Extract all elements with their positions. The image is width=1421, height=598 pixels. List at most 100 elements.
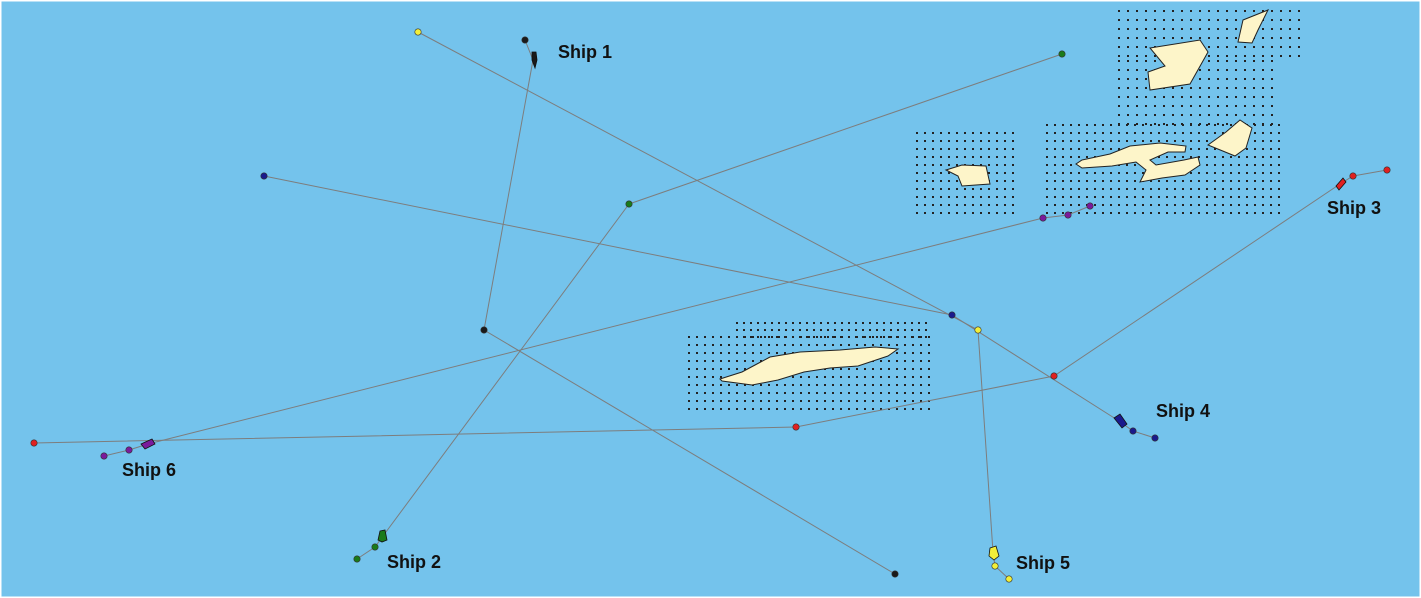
shoal-dot <box>1262 78 1264 80</box>
ship3-route-line[interactable] <box>33 169 1388 444</box>
ship5-waypoint[interactable] <box>974 326 982 334</box>
shoal-dot <box>1150 132 1152 134</box>
ship1-waypoint[interactable] <box>521 36 529 44</box>
ship-3[interactable]: Ship 3 <box>1327 177 1381 218</box>
ship3-waypoint[interactable] <box>30 439 38 447</box>
ship3-waypoint[interactable] <box>1050 372 1058 380</box>
ship-5[interactable]: Ship 5 <box>988 545 1070 573</box>
shoal-dot <box>980 148 982 150</box>
ship4-waypoint[interactable] <box>1151 434 1159 442</box>
shoal-dot <box>1270 132 1272 134</box>
shoal-dot <box>736 392 738 394</box>
ship-5-label: Ship 5 <box>1016 553 1070 573</box>
ship5-waypoint[interactable] <box>1005 575 1013 583</box>
shoal-dot <box>704 360 706 362</box>
shoal-dot <box>1206 204 1208 206</box>
shoal-dot <box>932 132 934 134</box>
shoal-dot <box>1145 19 1147 21</box>
shoal-dot <box>1246 156 1248 158</box>
shoal-dot <box>1127 114 1129 116</box>
shoal-dot <box>855 336 857 338</box>
shoal-dot <box>1262 148 1264 150</box>
ship6-waypoint[interactable] <box>125 446 133 454</box>
shoal-dot <box>904 344 906 346</box>
ship6-route-line[interactable] <box>103 205 1091 457</box>
shoal-dot <box>911 322 913 324</box>
shoal-dot <box>883 329 885 331</box>
ship5-waypoint[interactable] <box>991 562 999 570</box>
shoal-dot <box>888 376 890 378</box>
ship1-waypoint[interactable] <box>480 326 488 334</box>
ship6-waypoint[interactable] <box>100 452 108 460</box>
shoal-dot <box>1198 124 1200 126</box>
ship-1[interactable]: Ship 1 <box>531 42 612 70</box>
shoal-dot <box>1262 172 1264 174</box>
ship-4-label: Ship 4 <box>1156 401 1210 421</box>
shoal-dot <box>1217 114 1219 116</box>
ship1-route-line[interactable] <box>483 39 896 575</box>
shoal-dot <box>872 368 874 370</box>
shoal-dot <box>827 322 829 324</box>
ship1-waypoint[interactable] <box>891 570 899 578</box>
shoal-dot <box>1154 37 1156 39</box>
shoal-dot <box>1278 180 1280 182</box>
shoal-dot <box>1110 180 1112 182</box>
shoal-dot <box>840 384 842 386</box>
ship-6[interactable]: Ship 6 <box>122 438 176 480</box>
shoal-dot <box>824 408 826 410</box>
shoal-dot <box>856 368 858 370</box>
shoal-dot <box>816 376 818 378</box>
ship3-waypoint[interactable] <box>792 423 800 431</box>
shoal-dot <box>1127 96 1129 98</box>
shoal-dot <box>816 344 818 346</box>
shoal-dot <box>940 164 942 166</box>
ship6-waypoint[interactable] <box>1039 214 1047 222</box>
shoal-dot <box>1262 96 1264 98</box>
ship-2[interactable]: Ship 2 <box>377 529 441 572</box>
shoal-dot <box>972 132 974 134</box>
shoal-dot <box>988 164 990 166</box>
ship-4[interactable]: Ship 4 <box>1113 401 1210 429</box>
ship3-waypoint[interactable] <box>1349 172 1357 180</box>
ship2-waypoint[interactable] <box>353 555 361 563</box>
shoal-dot <box>1253 55 1255 57</box>
shoal-dot <box>918 322 920 324</box>
ship3-waypoint[interactable] <box>1383 166 1391 174</box>
ship6-waypoint[interactable] <box>1086 202 1094 210</box>
shoal-dot <box>1174 204 1176 206</box>
ship5-waypoint[interactable] <box>414 28 422 36</box>
shoal-dot <box>996 212 998 214</box>
shoal-dot <box>1004 188 1006 190</box>
shoal-dot <box>1154 19 1156 21</box>
shoal-dot <box>848 392 850 394</box>
shoal-dot <box>848 344 850 346</box>
shoal-dot <box>1078 148 1080 150</box>
ship4-waypoint[interactable] <box>948 311 956 319</box>
shoal-dot <box>888 360 890 362</box>
ship4-waypoint[interactable] <box>260 172 268 180</box>
shoal-dot <box>1166 212 1168 214</box>
shoal-dot <box>1046 212 1048 214</box>
shoal-dot <box>1166 188 1168 190</box>
ship6-waypoint[interactable] <box>1064 211 1072 219</box>
shoal-dot <box>768 336 770 338</box>
shoal-dot <box>1246 172 1248 174</box>
ship2-waypoint[interactable] <box>371 543 379 551</box>
ship2-waypoint[interactable] <box>625 200 633 208</box>
shoal-dot <box>808 344 810 346</box>
shoal-dot <box>1145 69 1147 71</box>
shoal-dot <box>1199 87 1201 89</box>
shoal-dot <box>869 329 871 331</box>
ship4-waypoint[interactable] <box>1129 427 1137 435</box>
shoal-dot <box>840 392 842 394</box>
shoal-dot <box>956 212 958 214</box>
shoal-dot <box>948 148 950 150</box>
shoal-dot <box>792 392 794 394</box>
shoal-dot <box>864 392 866 394</box>
ship2-waypoint[interactable] <box>1058 50 1066 58</box>
shoal-dot <box>1127 55 1129 57</box>
shoal-dot <box>1254 188 1256 190</box>
shoal-dot <box>1118 10 1120 12</box>
shoal-dot <box>980 188 982 190</box>
